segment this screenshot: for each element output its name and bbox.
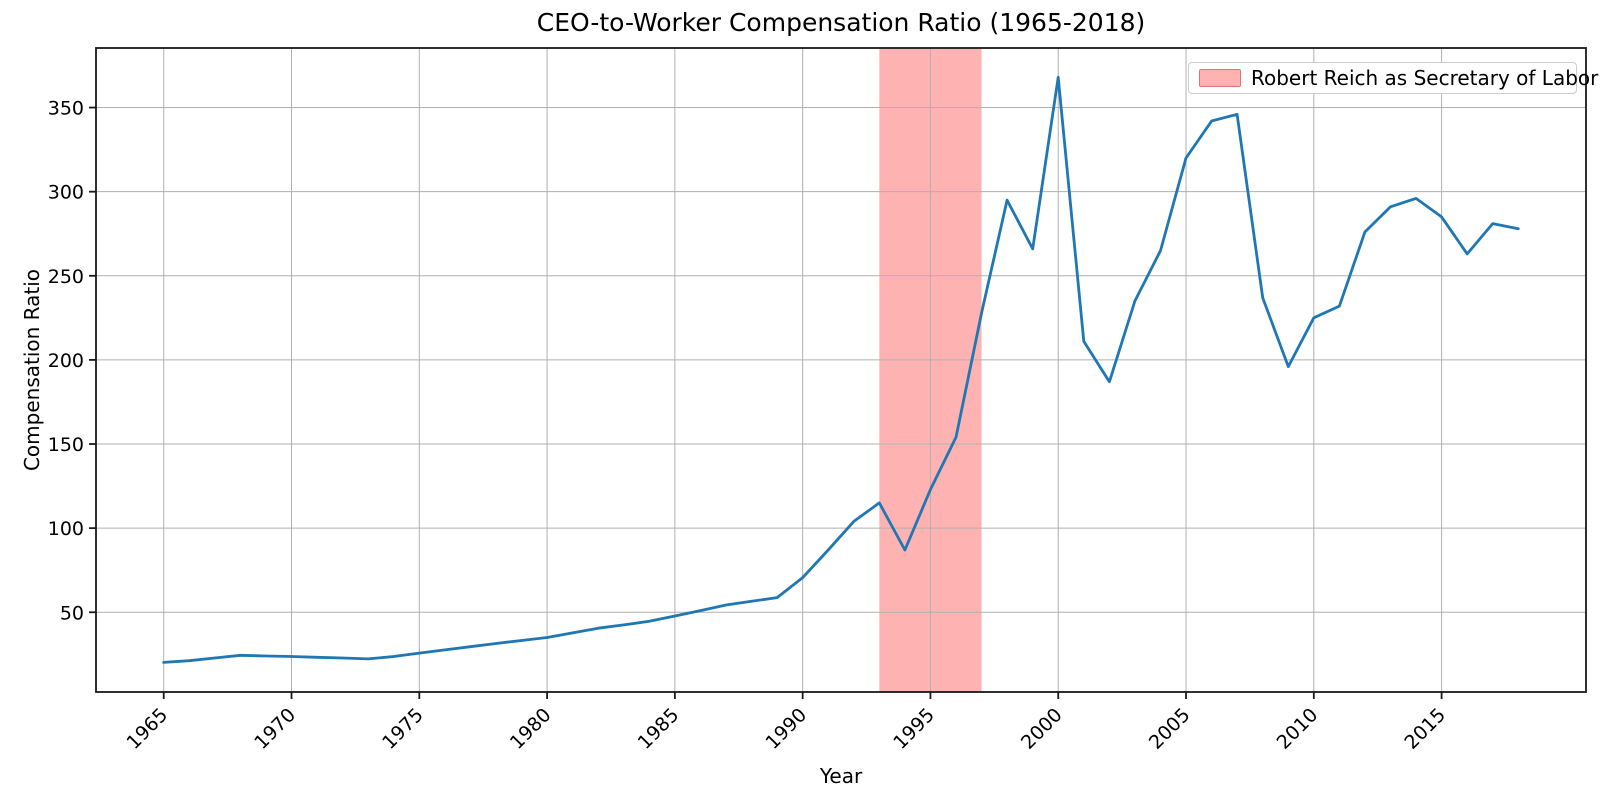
y-axis-label: Compensation Ratio — [20, 268, 44, 472]
y-tick-label: 50 — [60, 602, 84, 624]
legend: Robert Reich as Secretary of Labor — [1188, 62, 1598, 94]
data-line — [162, 75, 1520, 664]
x-tick-label: 2005 — [1145, 704, 1195, 754]
y-tick-label: 150 — [48, 434, 84, 456]
x-tick-label: 2015 — [1400, 704, 1450, 754]
x-tick-label: 1985 — [634, 704, 684, 754]
plot-background — [96, 48, 1586, 692]
y-tick-label: 100 — [48, 518, 84, 540]
x-tick-label: 2000 — [1017, 704, 1067, 754]
y-tick-label: 350 — [48, 98, 84, 120]
y-tick-label: 250 — [48, 266, 84, 288]
x-tick-label: 1995 — [889, 704, 939, 754]
x-tick-label: 1970 — [250, 704, 300, 754]
x-tick-label: 1990 — [761, 704, 811, 754]
x-tick-label: 1965 — [123, 704, 173, 754]
axes-spines — [95, 47, 1587, 693]
legend-label: Robert Reich as Secretary of Labor — [1251, 66, 1599, 90]
legend-swatch — [1199, 69, 1241, 87]
chart-title: CEO-to-Worker Compensation Ratio (1965-2… — [536, 8, 1146, 37]
y-tick-label: 300 — [48, 182, 84, 204]
y-tick-label: 200 — [48, 350, 84, 372]
x-tick-label: 1975 — [378, 704, 428, 754]
x-axis-label: Year — [819, 764, 863, 788]
x-tick-label: 1980 — [506, 704, 556, 754]
x-tick-label: 2010 — [1273, 704, 1323, 754]
